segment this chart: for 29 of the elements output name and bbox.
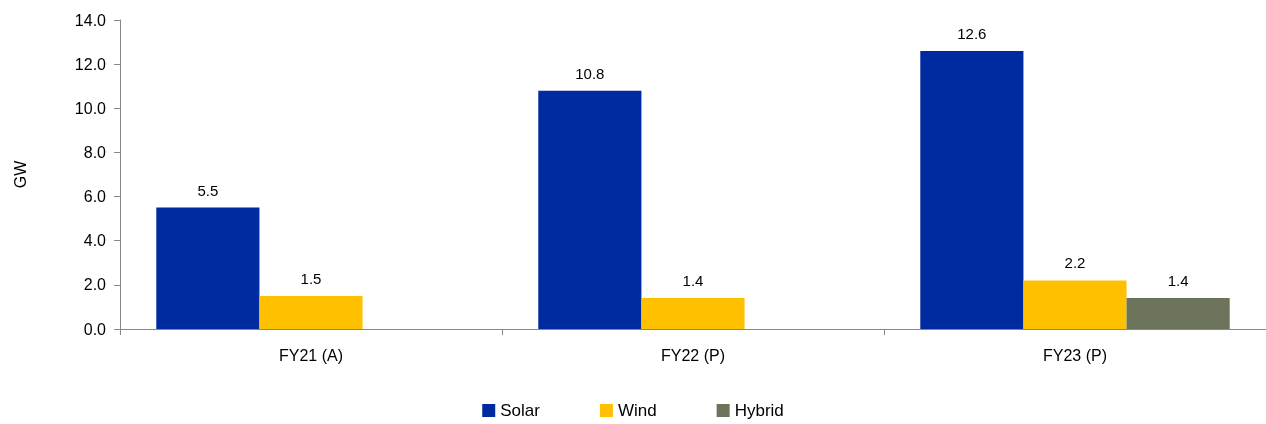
bar (259, 295, 363, 329)
legend-label: Hybrid (734, 401, 784, 420)
x-tick-label: FY22 (P) (660, 346, 726, 364)
y-tick-label: 10.0 (74, 99, 107, 117)
data-label: 1.5 (300, 269, 322, 287)
data-label: 5.5 (197, 181, 219, 199)
data-label: 12.6 (957, 24, 987, 42)
data-label: 10.8 (575, 64, 605, 82)
bar (920, 50, 1024, 329)
y-tick-label: 6.0 (83, 188, 107, 206)
legend-label: Solar (500, 401, 541, 420)
data-label: 1.4 (682, 272, 704, 290)
y-tick-label: 2.0 (83, 276, 107, 294)
y-tick-label: 0.0 (83, 320, 107, 338)
bar (156, 207, 260, 329)
y-axis-title: GW (11, 159, 29, 189)
bar (1023, 280, 1127, 329)
y-tick-label: 4.0 (83, 232, 107, 250)
bar (538, 90, 642, 329)
legend-label: Wind (617, 401, 657, 420)
bar (641, 298, 745, 329)
data-label: 2.2 (1064, 254, 1086, 272)
bar (1126, 298, 1230, 329)
x-tick-label: FY23 (P) (1042, 346, 1108, 364)
y-tick-label: 12.0 (74, 55, 107, 73)
y-tick-label: 14.0 (74, 11, 107, 29)
y-tick-label: 8.0 (83, 143, 107, 161)
data-label: 1.4 (1167, 272, 1189, 290)
x-tick-label: FY21 (A) (278, 346, 344, 364)
